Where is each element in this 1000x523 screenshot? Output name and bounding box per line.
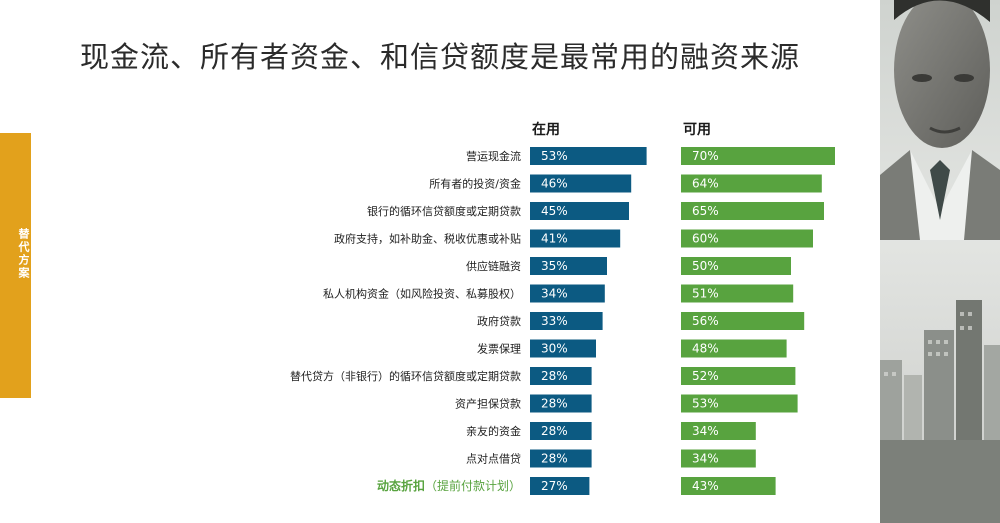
data-label-available: 60% bbox=[692, 232, 719, 246]
bar-available bbox=[681, 147, 835, 165]
bar-available bbox=[681, 449, 756, 468]
bar-in-use bbox=[530, 312, 603, 330]
category-label: 政府贷款 bbox=[477, 314, 521, 328]
column-header-in-use: 在用 bbox=[532, 121, 560, 138]
data-label-available: 65% bbox=[692, 204, 719, 218]
data-label-in-use: 33% bbox=[541, 314, 568, 328]
data-label-available: 43% bbox=[692, 479, 719, 493]
bar-available bbox=[681, 422, 756, 440]
category-label: 发票保理 bbox=[477, 342, 521, 356]
bar-in-use bbox=[530, 422, 592, 440]
column-header-available: 可用 bbox=[683, 122, 711, 138]
data-label-available: 34% bbox=[692, 452, 719, 466]
category-label: 银行的循环信贷额度或定期贷款 bbox=[367, 204, 521, 218]
data-label-available: 64% bbox=[692, 177, 719, 191]
category-label: 营运现金流 bbox=[466, 149, 521, 163]
data-label-available: 50% bbox=[692, 259, 719, 273]
bar-chart: 在用 可用 营运现金流 53% 70% 所有者的投资/资金 46% 64% 银行的循环信贷额… bbox=[290, 121, 835, 495]
data-label-in-use: 41% bbox=[541, 232, 568, 246]
data-label-in-use: 35% bbox=[541, 259, 568, 273]
background-photo bbox=[880, 0, 1000, 523]
bar-available bbox=[681, 394, 798, 413]
data-label-in-use: 28% bbox=[541, 424, 568, 438]
category-label: 所有者的投资/资金 bbox=[429, 177, 521, 191]
side-tab bbox=[0, 133, 31, 398]
bar-available bbox=[681, 174, 822, 193]
data-label-in-use: 28% bbox=[541, 397, 568, 411]
data-label-in-use: 45% bbox=[541, 204, 568, 218]
bar-in-use bbox=[530, 449, 592, 468]
category-label: 点对点借贷 bbox=[466, 452, 521, 466]
bar-in-use bbox=[530, 229, 621, 248]
bar-in-use bbox=[530, 174, 632, 193]
bar-available bbox=[681, 339, 787, 358]
data-label-in-use: 46% bbox=[541, 177, 568, 191]
data-label-available: 70% bbox=[692, 149, 719, 163]
bar-available bbox=[681, 477, 776, 495]
bar-available bbox=[681, 229, 813, 248]
data-label-available: 51% bbox=[692, 287, 719, 301]
category-label: 亲友的资金 bbox=[466, 424, 521, 438]
side-tab-label: 替代方案 bbox=[17, 228, 30, 280]
data-label-in-use: 30% bbox=[541, 342, 568, 356]
bar-available bbox=[681, 367, 796, 385]
category-label: 资产担保贷款 bbox=[455, 397, 521, 411]
data-label-in-use: 28% bbox=[541, 452, 568, 466]
category-label: 供应链融资 bbox=[466, 259, 521, 273]
bar-available bbox=[681, 312, 805, 330]
bar-available bbox=[681, 257, 791, 275]
bar-in-use bbox=[530, 284, 605, 303]
bar-in-use bbox=[530, 367, 592, 385]
data-label-in-use: 28% bbox=[541, 369, 568, 383]
bar-in-use bbox=[530, 339, 596, 358]
bar-in-use bbox=[530, 394, 592, 413]
category-label: 政府支持，如补助金、税收优惠或补贴 bbox=[334, 232, 521, 246]
category-label: 动态折扣（提前付款计划） bbox=[377, 478, 521, 493]
page-title: 现金流、所有者资金、和信贷额度是最常用的融资来源 bbox=[79, 40, 800, 74]
bar-in-use bbox=[530, 147, 647, 165]
bar-in-use bbox=[530, 257, 607, 275]
bar-in-use bbox=[530, 202, 629, 220]
data-label-available: 52% bbox=[692, 369, 719, 383]
data-label-available: 56% bbox=[692, 314, 719, 328]
data-label-available: 48% bbox=[692, 342, 719, 356]
data-label-in-use: 27% bbox=[541, 479, 568, 493]
data-label-available: 53% bbox=[692, 397, 719, 411]
businessman-city-photo bbox=[880, 0, 1000, 523]
bar-available bbox=[681, 202, 824, 220]
category-label: 私人机构资金（如风险投资、私募股权） bbox=[323, 287, 521, 301]
data-label-in-use: 34% bbox=[541, 287, 568, 301]
bar-in-use bbox=[530, 477, 590, 495]
data-label-in-use: 53% bbox=[541, 149, 568, 163]
bar-available bbox=[681, 284, 794, 303]
category-label: 替代贷方（非银行）的循环信贷额度或定期贷款 bbox=[290, 369, 521, 383]
data-label-available: 34% bbox=[692, 424, 719, 438]
